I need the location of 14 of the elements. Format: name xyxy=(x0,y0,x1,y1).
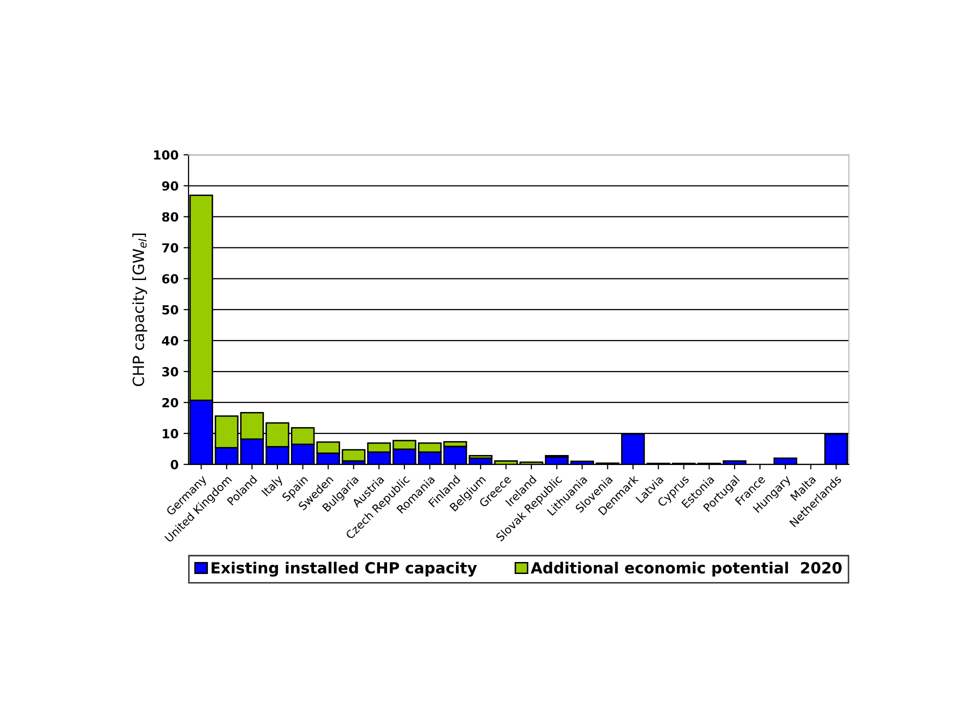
y-tick-label: 100 xyxy=(154,150,178,160)
y-axis-title: CHP capacity [GW$_{el}$] xyxy=(132,234,148,386)
legend-label: Additional economic potential 2020 xyxy=(530,562,842,577)
y-tick-label: 0 xyxy=(170,460,178,470)
y-tick-label: 10 xyxy=(162,428,178,438)
y-tick-label: 90 xyxy=(162,181,178,191)
y-tick-label: 30 xyxy=(162,366,178,376)
y-tick-label: 40 xyxy=(162,336,178,346)
y-tick-label: 20 xyxy=(162,398,178,408)
y-tick-label: 80 xyxy=(162,212,178,222)
y-tick-label: 60 xyxy=(162,274,178,284)
legend-label: Existing installed CHP capacity xyxy=(212,562,477,577)
y-tick-label: 50 xyxy=(162,305,178,315)
y-tick-label: 70 xyxy=(162,243,178,253)
